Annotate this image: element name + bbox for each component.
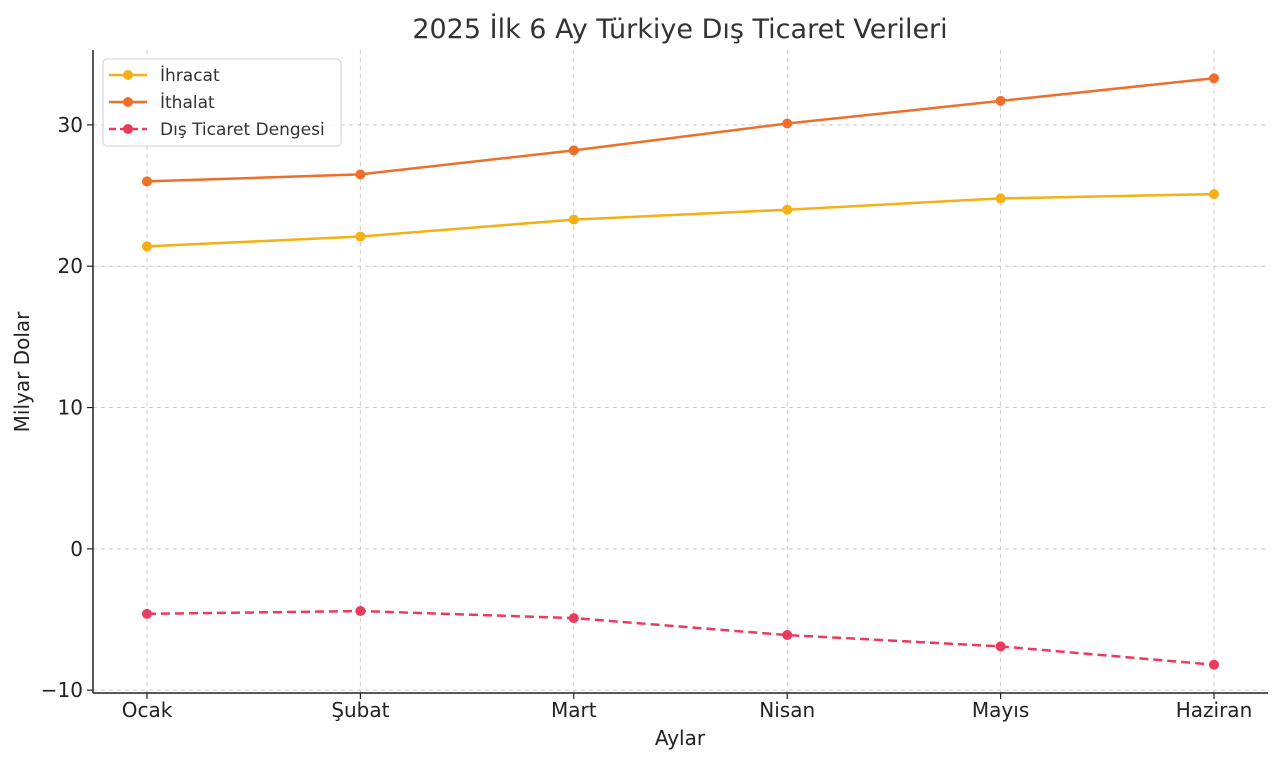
y-axis-label: Milyar Dolar: [10, 311, 34, 432]
legend-swatch-marker: [123, 124, 133, 134]
legend: İhracat İthalat Dış Ticaret Dengesi: [102, 58, 342, 147]
series-line: [146, 77, 1215, 183]
data-point: [568, 145, 579, 156]
y-tick-label: 20: [58, 254, 83, 278]
data-point: [142, 176, 152, 187]
x-axis-label: Aylar: [655, 726, 706, 750]
data-point: [1209, 659, 1219, 670]
x-tick-label: Mart: [551, 698, 597, 722]
data-point: [142, 608, 152, 619]
x-tick-label: Mayıs: [972, 698, 1029, 722]
series-line: [146, 192, 1215, 248]
data-point: [995, 641, 1006, 652]
grid-lines: [93, 50, 1268, 693]
data-point: [355, 606, 366, 617]
x-tick-label: Haziran: [1176, 698, 1253, 722]
legend-label: İthalat: [160, 92, 215, 113]
data-point: [1209, 189, 1219, 200]
legend-swatch-marker: [123, 70, 133, 80]
y-tick-label: 0: [70, 537, 83, 561]
series-layer: [142, 73, 1219, 670]
series-3: [142, 606, 1219, 670]
data-point: [782, 630, 793, 641]
data-point: [782, 204, 793, 215]
data-point: [995, 193, 1006, 204]
data-point: [1209, 73, 1219, 84]
legend-label: Dış Ticaret Dengesi: [160, 120, 325, 140]
legend-swatch-marker: [123, 97, 133, 107]
legend-label: İhracat: [160, 65, 220, 86]
y-tick-label: −10: [41, 678, 83, 702]
x-tick-label: Şubat: [331, 698, 389, 722]
series-1: [142, 189, 1219, 252]
y-tick-label: 10: [58, 396, 83, 420]
x-tick-label: Nisan: [759, 698, 815, 722]
data-point: [568, 214, 579, 225]
chart-title: 2025 İlk 6 Ay Türkiye Dış Ticaret Verile…: [412, 13, 947, 45]
series-2: [142, 73, 1219, 187]
data-point: [568, 613, 579, 624]
series-line: [146, 609, 1215, 666]
data-point: [142, 241, 152, 252]
data-point: [995, 95, 1006, 106]
legend-box: [102, 58, 342, 147]
data-point: [355, 231, 366, 242]
y-tick-label: 30: [58, 113, 83, 137]
x-ticks: Ocak Şubat Mart Nisan Mayıs Haziran: [122, 693, 1253, 722]
y-ticks: −10 0 10 20 30: [41, 113, 93, 702]
data-point: [782, 118, 793, 129]
x-tick-label: Ocak: [122, 698, 173, 722]
data-point: [355, 169, 366, 180]
